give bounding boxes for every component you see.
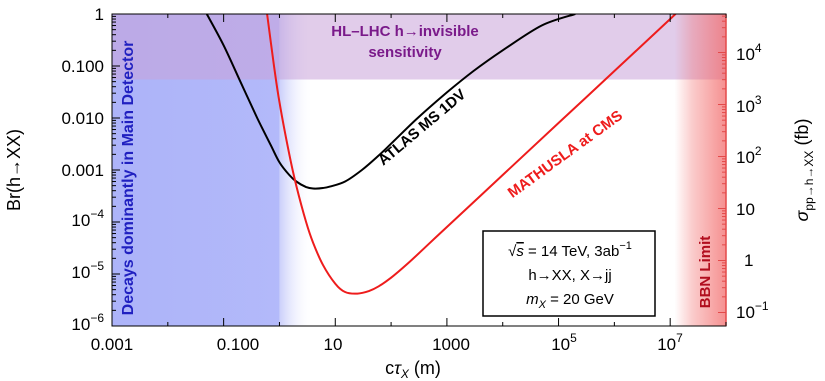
y-tick-label: 10−4 bbox=[71, 207, 104, 230]
hl-lhc-invisible-region bbox=[112, 14, 726, 80]
y-tick-label: 10−5 bbox=[71, 259, 104, 282]
y-tick-label: 0.100 bbox=[61, 57, 104, 76]
y-tick-label: 10−6 bbox=[71, 311, 104, 334]
box-line-mass: mX = 20 GeV bbox=[526, 291, 614, 311]
y2-tick-label: 102 bbox=[736, 144, 762, 167]
y2-tick-label: 10 bbox=[736, 200, 755, 219]
x-axis-title: cτX (m) bbox=[385, 358, 441, 381]
parameter-box: √s = 14 TeV, 3ab−1 h→XX, X→jj mX = 20 Ge… bbox=[482, 230, 656, 317]
x-tick-label: 10 bbox=[324, 335, 343, 354]
shaded-regions bbox=[112, 14, 726, 326]
mathusla-curve-label: MATHUSLA at CMS bbox=[505, 107, 626, 202]
ticks bbox=[111, 13, 727, 327]
mathusla-curve bbox=[266, 14, 677, 295]
atlas-curve-label: ATLAS MS 1DV bbox=[375, 86, 469, 169]
y2-tick-label: 103 bbox=[736, 93, 762, 116]
y-axis-title-right: σpp→h→XX (fb) bbox=[792, 119, 816, 222]
atlas-ms-1dv-curve bbox=[205, 14, 576, 190]
x-tick-label: 0.001 bbox=[91, 335, 134, 354]
y-axis-title-left: Br(h→XX) bbox=[4, 129, 24, 211]
y-tick-label: 1 bbox=[95, 5, 104, 24]
x-tick-label: 1000 bbox=[432, 335, 470, 354]
bbn-limit-label: BBN Limit bbox=[697, 236, 714, 309]
y2-tick-label: 1 bbox=[744, 251, 753, 270]
y-tick-label: 0.010 bbox=[61, 109, 104, 128]
curves bbox=[205, 14, 677, 295]
x-tick-label: 105 bbox=[551, 331, 577, 354]
y2-tick-label: 104 bbox=[736, 41, 762, 64]
box-line-energy: √s = 14 TeV, 3ab−1 bbox=[508, 240, 632, 260]
y-tick-label: 0.001 bbox=[61, 161, 104, 180]
hl-lhc-label-line1: HL–LHC h→invisible bbox=[331, 23, 479, 40]
x-tick-label: 0.100 bbox=[217, 335, 260, 354]
y2-tick-label: 10−1 bbox=[736, 299, 769, 322]
hl-lhc-label-line2: sensitivity bbox=[368, 44, 442, 61]
x-tick-label: 107 bbox=[657, 331, 683, 354]
bbn-limit-region bbox=[674, 14, 726, 326]
main-detector-label: Decays dominantly in Main Detector bbox=[120, 41, 137, 316]
box-line-process: h→XX, X→jj bbox=[528, 267, 611, 284]
